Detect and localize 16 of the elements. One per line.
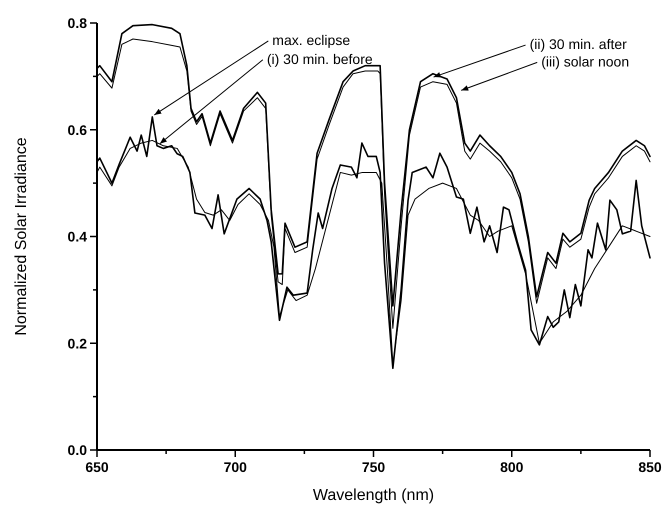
annotation: (iii) solar noon (541, 53, 630, 70)
annotation: (i) 30 min. before (266, 50, 373, 67)
y-tick-label: 0.2 (68, 335, 88, 352)
y-tick-label: 0.8 (68, 15, 88, 31)
y-tick-label: 0.0 (68, 442, 88, 458)
annotation: max. eclipse (272, 32, 350, 48)
y-axis-title: Normalized Solar Irradiance (13, 137, 30, 336)
annotation: (ii) 30 min. after (530, 36, 628, 52)
y-tick-label: 0.6 (68, 122, 88, 138)
x-tick-label: 700 (224, 459, 248, 475)
y-tick-label: 0.4 (68, 228, 88, 244)
x-tick-label: 750 (362, 459, 386, 475)
x-axis-title: Wavelength (nm) (312, 487, 434, 504)
x-tick-label: 800 (500, 459, 524, 475)
x-tick-label: 850 (638, 459, 662, 475)
x-tick-label: 650 (85, 459, 109, 475)
